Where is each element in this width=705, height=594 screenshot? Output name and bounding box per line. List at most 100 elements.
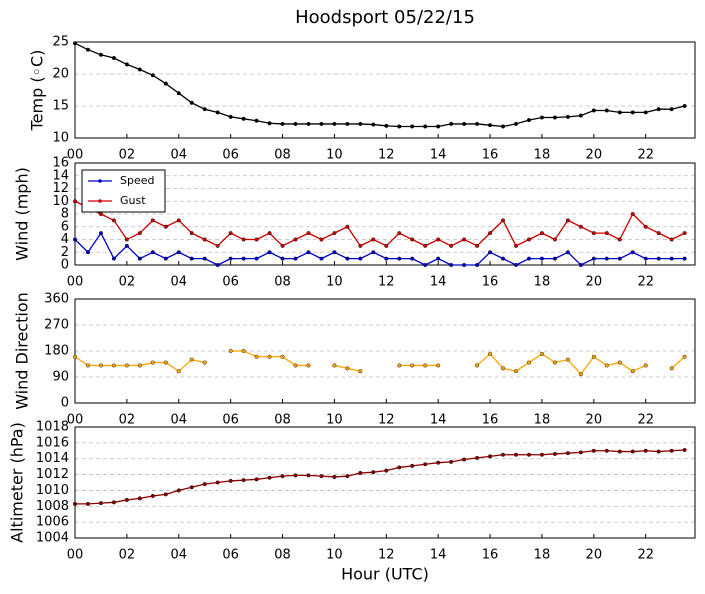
- y-tick-label: 1006: [36, 515, 69, 530]
- data-point: [384, 256, 389, 261]
- data-point: [98, 52, 103, 57]
- data-point: [669, 107, 674, 112]
- data-point: [488, 231, 493, 236]
- x-tick-label: 20: [586, 548, 603, 563]
- data-point: [215, 480, 220, 485]
- x-tick-label: 02: [119, 413, 136, 428]
- data-point: [202, 482, 207, 487]
- legend-box: [81, 169, 166, 213]
- data-point: [371, 122, 376, 127]
- data-point: [124, 363, 129, 368]
- data-point: [150, 360, 155, 365]
- data-point: [254, 354, 259, 359]
- data-point: [501, 366, 506, 371]
- data-point: [293, 363, 298, 368]
- data-point: [565, 218, 570, 223]
- x-tick-label: 14: [430, 413, 447, 428]
- x-axis-label: Hour (UTC): [341, 565, 429, 584]
- data-point: [163, 360, 168, 365]
- x-tick-label: 00: [67, 548, 84, 563]
- x-tick-label: 10: [326, 148, 343, 163]
- chart-title: Hoodsport 05/22/15: [295, 7, 475, 28]
- data-point: [111, 256, 116, 261]
- data-point: [72, 237, 77, 242]
- series-line: [74, 200, 685, 247]
- data-point: [202, 237, 207, 242]
- data-point: [85, 47, 90, 52]
- data-point: [384, 123, 389, 128]
- data-point: [280, 256, 285, 261]
- data-point: [228, 349, 233, 354]
- data-point: [85, 501, 90, 506]
- data-point: [241, 237, 246, 242]
- data-point: [306, 231, 311, 236]
- y-tick-label: 90: [52, 370, 69, 385]
- x-tick-label: 08: [274, 413, 291, 428]
- y-tick-label: 12: [52, 181, 69, 196]
- data-point: [410, 237, 415, 242]
- y-tick-label: 20: [52, 67, 69, 82]
- y-tick-label: 360: [44, 292, 69, 307]
- data-point: [111, 56, 116, 61]
- data-point: [98, 211, 103, 216]
- data-point: [241, 116, 246, 121]
- x-tick-label: 18: [534, 413, 551, 428]
- data-point: [604, 363, 609, 368]
- data-point: [150, 493, 155, 498]
- data-point: [345, 224, 350, 229]
- data-point: [501, 256, 506, 261]
- y-tick-label: 2: [61, 245, 69, 260]
- data-point: [293, 256, 298, 261]
- x-tick-label: 18: [534, 275, 551, 290]
- data-point: [565, 357, 570, 362]
- data-point: [241, 349, 246, 354]
- data-point: [371, 250, 376, 255]
- data-point: [228, 478, 233, 483]
- data-point: [254, 237, 259, 242]
- data-point: [656, 231, 661, 236]
- data-point: [578, 224, 583, 229]
- data-point: [85, 363, 90, 368]
- data-point: [124, 243, 129, 248]
- data-point: [267, 250, 272, 255]
- legend-label: Speed: [120, 174, 154, 187]
- data-point: [358, 243, 363, 248]
- data-point: [319, 121, 324, 126]
- data-point: [137, 231, 142, 236]
- data-point: [98, 501, 103, 506]
- data-point: [630, 369, 635, 374]
- y-tick-label: 1018: [36, 420, 69, 435]
- data-point: [604, 448, 609, 453]
- data-point: [150, 73, 155, 78]
- x-tick-label: 18: [534, 548, 551, 563]
- data-point: [565, 250, 570, 255]
- x-tick-label: 12: [378, 548, 395, 563]
- data-point: [176, 218, 181, 223]
- x-tick-label: 22: [637, 148, 654, 163]
- data-point: [397, 363, 402, 368]
- data-point: [436, 256, 441, 261]
- data-point: [526, 237, 531, 242]
- data-point: [124, 237, 129, 242]
- data-point: [280, 354, 285, 359]
- data-point: [215, 263, 220, 268]
- x-tick-label: 08: [274, 275, 291, 290]
- data-point: [436, 237, 441, 242]
- data-point: [475, 455, 480, 460]
- y-axis-label: Altimeter (hPa): [8, 422, 27, 543]
- data-point: [202, 107, 207, 112]
- data-point: [189, 485, 194, 490]
- data-point: [488, 454, 493, 459]
- data-point: [539, 115, 544, 120]
- data-point: [630, 211, 635, 216]
- x-tick-label: 12: [378, 413, 395, 428]
- data-point: [319, 237, 324, 242]
- data-point: [475, 363, 480, 368]
- data-point: [371, 237, 376, 242]
- x-tick-label: 14: [430, 548, 447, 563]
- data-point: [501, 124, 506, 129]
- data-point: [358, 121, 363, 126]
- data-point: [72, 199, 77, 204]
- data-point: [215, 243, 220, 248]
- data-point: [565, 114, 570, 119]
